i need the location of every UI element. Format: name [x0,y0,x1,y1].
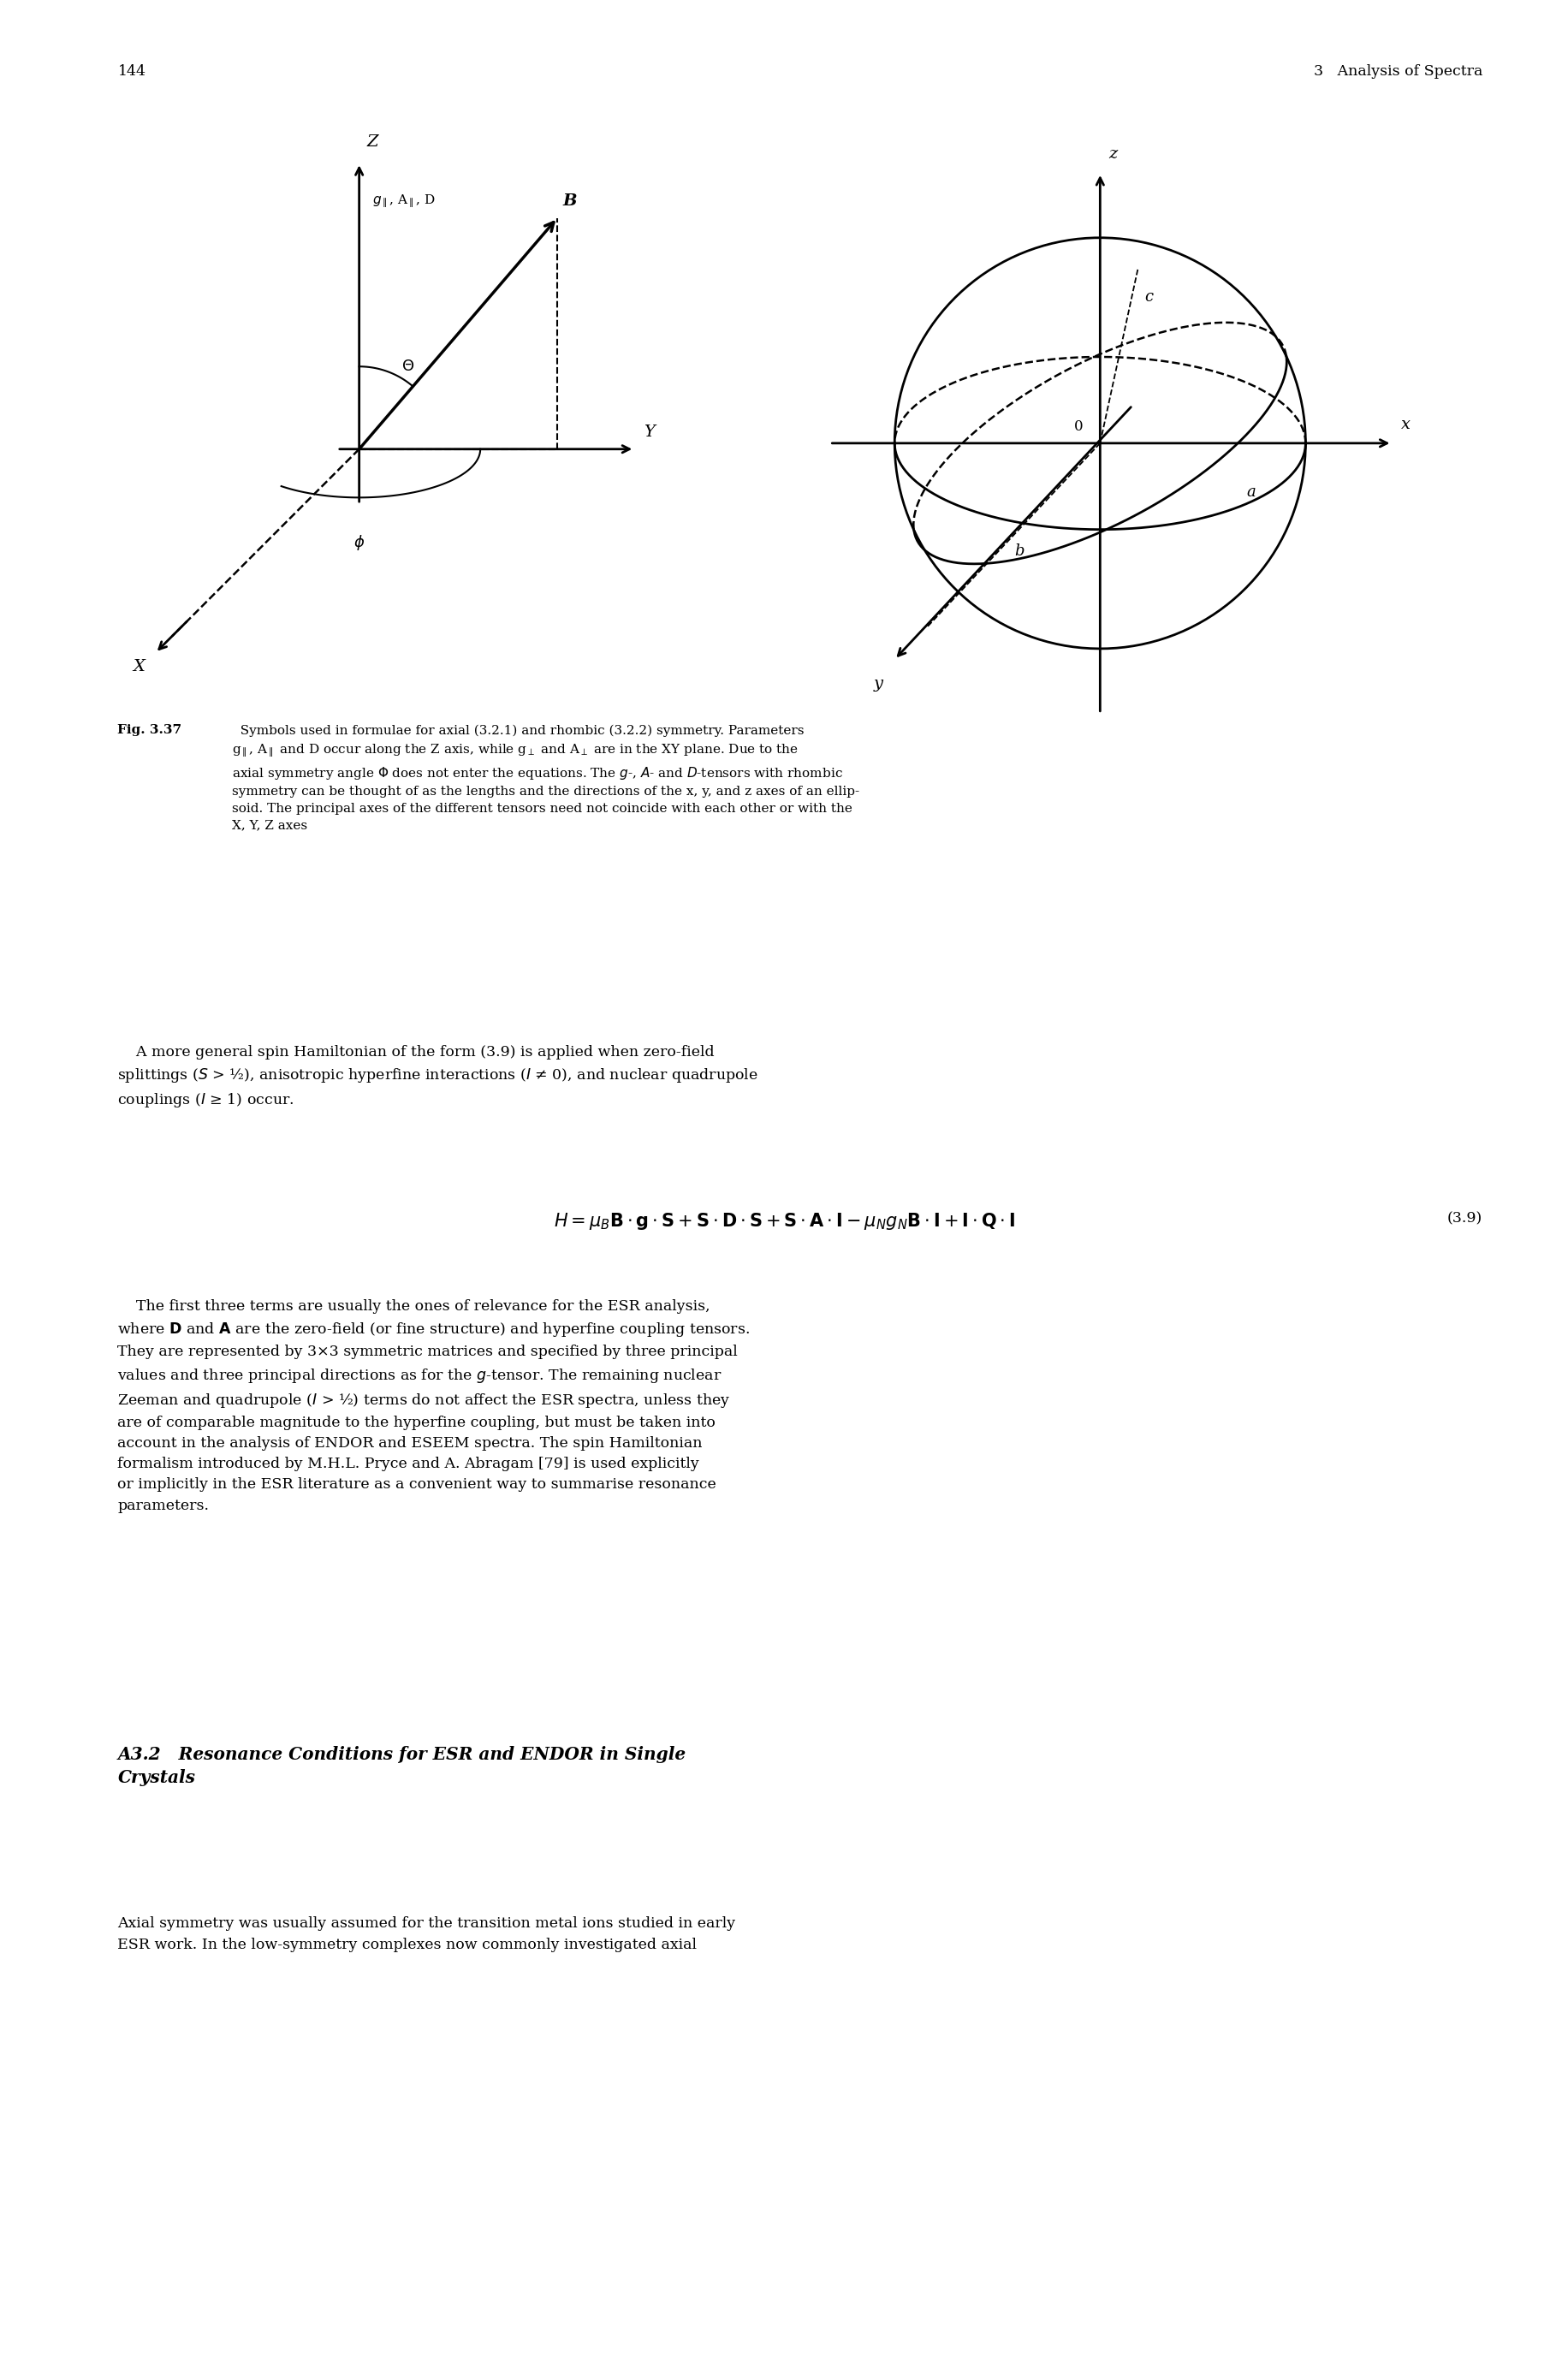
Text: B: B [563,195,577,209]
Text: A more general spin Hamiltonian of the form (3.9) is applied when zero-field
spl: A more general spin Hamiltonian of the f… [118,1045,759,1109]
Text: (3.9): (3.9) [1446,1211,1482,1226]
Text: b: b [1013,544,1024,558]
Text: A3.2   Resonance Conditions for ESR and ENDOR in Single
Crystals: A3.2 Resonance Conditions for ESR and EN… [118,1746,685,1786]
Text: Symbols used in formulae for axial (3.2.1) and rhombic (3.2.2) symmetry. Paramet: Symbols used in formulae for axial (3.2.… [232,724,859,831]
Text: Z: Z [367,133,378,150]
Text: c: c [1143,290,1152,304]
Text: Fig. 3.37: Fig. 3.37 [118,724,182,736]
Text: 0: 0 [1074,420,1082,435]
Text: X: X [133,660,144,674]
Text: Axial symmetry was usually assumed for the transition metal ions studied in earl: Axial symmetry was usually assumed for t… [118,1917,735,1952]
Text: $H = \mu_B\mathbf{B} \cdot \mathbf{g} \cdot \mathbf{S} + \mathbf{S} \cdot \mathb: $H = \mu_B\mathbf{B} \cdot \mathbf{g} \c… [554,1211,1014,1233]
Text: y: y [873,677,883,691]
Text: $g_{\parallel}$, A$_{\parallel}$, D: $g_{\parallel}$, A$_{\parallel}$, D [372,192,434,209]
Text: a: a [1247,484,1256,499]
Text: x: x [1400,418,1410,432]
Text: $\Theta$: $\Theta$ [401,359,414,373]
Text: 3   Analysis of Spectra: 3 Analysis of Spectra [1312,64,1482,78]
Text: z: z [1109,147,1116,162]
Text: 144: 144 [118,64,146,78]
Text: The first three terms are usually the ones of relevance for the ESR analysis,
wh: The first three terms are usually the on… [118,1299,750,1513]
Text: Y: Y [643,425,654,439]
Text: $\phi$: $\phi$ [353,534,365,551]
